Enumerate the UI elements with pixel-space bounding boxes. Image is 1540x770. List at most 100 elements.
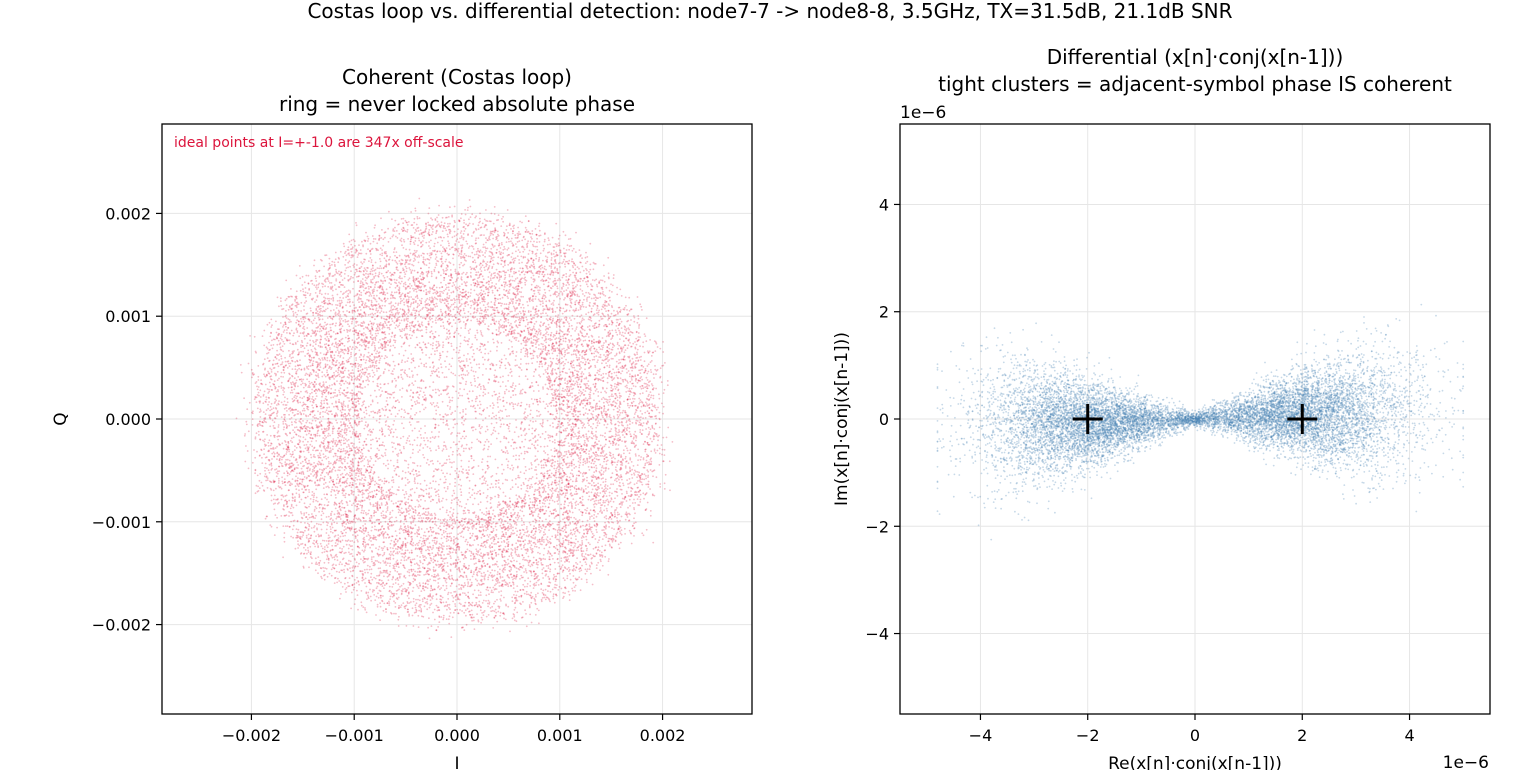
coherent-point (592, 435, 595, 437)
coherent-point (467, 522, 469, 525)
coherent-point (417, 514, 419, 516)
coherent-point (277, 424, 280, 426)
coherent-point (600, 345, 603, 347)
coherent-point (450, 291, 453, 294)
coherent-point (484, 441, 487, 443)
coherent-point (447, 282, 450, 285)
coherent-point (600, 560, 602, 563)
coherent-point (585, 433, 588, 436)
coherent-point (495, 479, 498, 482)
coherent-point (469, 307, 472, 309)
coherent-point (524, 310, 527, 313)
coherent-point (464, 383, 467, 386)
coherent-point (562, 591, 565, 594)
coherent-point (646, 387, 649, 390)
coherent-point (440, 537, 443, 540)
coherent-point (563, 252, 565, 255)
coherent-point (566, 560, 569, 562)
coherent-point (315, 299, 318, 301)
coherent-point (535, 255, 538, 257)
coherent-point (507, 541, 510, 543)
coherent-point (511, 438, 514, 441)
coherent-point (342, 400, 345, 403)
coherent-point (602, 379, 604, 382)
coherent-point (440, 616, 443, 618)
coherent-point (558, 242, 560, 245)
coherent-point (608, 364, 611, 367)
coherent-point (370, 268, 373, 271)
coherent-point (338, 469, 341, 472)
coherent-point (589, 397, 592, 400)
coherent-point (608, 526, 610, 528)
coherent-point (612, 444, 614, 446)
coherent-point (350, 467, 353, 469)
coherent-point (243, 434, 246, 437)
coherent-point (323, 456, 325, 459)
coherent-point (508, 390, 510, 393)
coherent-point (337, 408, 339, 411)
coherent-point (663, 488, 666, 490)
coherent-point (274, 363, 277, 365)
coherent-point (522, 588, 524, 591)
coherent-point (515, 542, 518, 545)
coherent-point (529, 266, 532, 269)
coherent-point (310, 381, 313, 384)
coherent-point (310, 309, 312, 312)
coherent-point (413, 439, 416, 442)
coherent-point (394, 530, 397, 532)
coherent-point (615, 360, 618, 363)
coherent-point (468, 585, 471, 588)
coherent-point (463, 253, 466, 255)
coherent-point (430, 396, 433, 399)
coherent-point (461, 273, 463, 275)
coherent-point (283, 504, 285, 506)
coherent-point (525, 403, 528, 406)
coherent-point (410, 224, 413, 227)
coherent-point (281, 308, 283, 311)
coherent-point (546, 314, 549, 317)
coherent-point (283, 478, 286, 480)
coherent-point (597, 414, 600, 417)
coherent-point (611, 527, 613, 529)
coherent-point (504, 264, 506, 267)
coherent-point (584, 397, 587, 399)
coherent-point (409, 287, 412, 290)
coherent-point (573, 281, 576, 284)
coherent-point (603, 407, 606, 410)
coherent-point (314, 557, 317, 560)
coherent-point (560, 318, 563, 321)
coherent-point (306, 391, 309, 394)
coherent-point (515, 570, 518, 573)
coherent-point (485, 209, 487, 211)
coherent-point (486, 220, 489, 223)
coherent-point (292, 310, 294, 313)
coherent-point (392, 392, 394, 394)
coherent-point (625, 337, 628, 340)
coherent-point (599, 455, 602, 457)
coherent-point (466, 209, 469, 212)
coherent-point (495, 364, 498, 366)
coherent-point (510, 525, 512, 528)
coherent-point (419, 309, 422, 312)
coherent-point (291, 343, 294, 346)
coherent-point (619, 331, 621, 334)
coherent-point (346, 462, 349, 465)
coherent-point (617, 368, 620, 371)
coherent-point (386, 572, 389, 575)
coherent-point (534, 537, 536, 540)
coherent-point (458, 252, 461, 255)
coherent-point (543, 267, 546, 270)
coherent-point (495, 486, 497, 488)
coherent-point (348, 577, 351, 579)
coherent-point (608, 400, 611, 403)
coherent-point (297, 464, 300, 466)
coherent-point (632, 400, 635, 403)
coherent-point (383, 346, 385, 349)
coherent-point (272, 489, 275, 492)
coherent-point (504, 274, 506, 277)
coherent-point (569, 478, 572, 481)
coherent-point (617, 313, 619, 315)
coherent-point (352, 502, 355, 505)
coherent-point (394, 226, 396, 229)
coherent-point (499, 425, 502, 428)
